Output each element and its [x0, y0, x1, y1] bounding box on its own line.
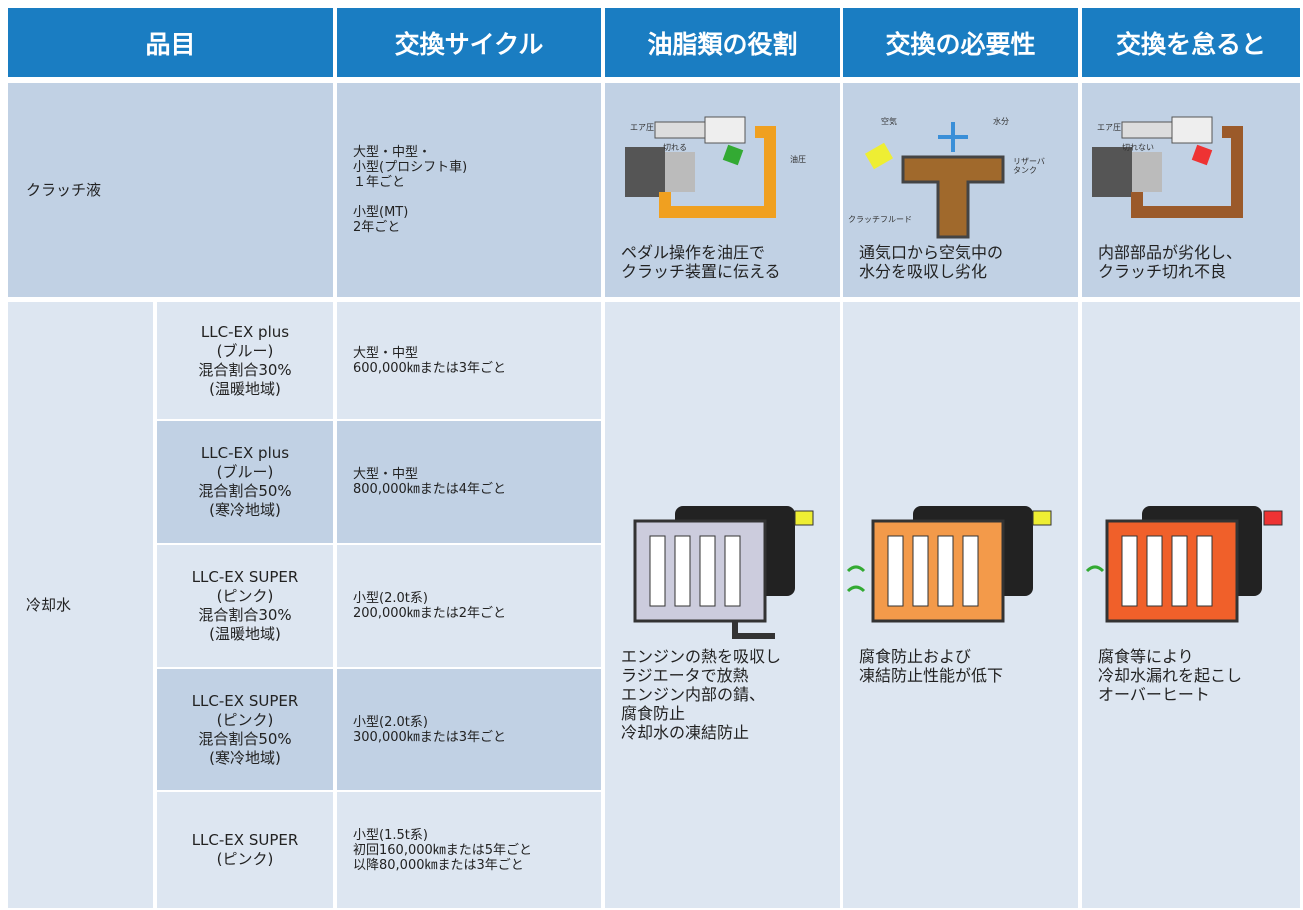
illustration-label: 油圧: [790, 154, 806, 164]
radiator-illustration: [633, 506, 814, 639]
header-cell: 油脂類の役割: [605, 8, 840, 77]
item-cell: 冷却水: [8, 302, 153, 908]
header-cell: 交換サイクル: [337, 8, 601, 77]
need-cell: 腐食防止および 凍結防止性能が低下: [843, 302, 1078, 908]
item: クラッチ液: [26, 180, 102, 199]
cycle-cell-text: 大型・中型 800,000㎞または4年ごと: [353, 467, 507, 497]
illustration-label: クラッチフルード: [848, 215, 912, 224]
header-cell: 交換の必要性: [843, 8, 1078, 77]
illustration-label: 空気: [881, 116, 897, 126]
cycle-cell: 小型(1.5t系) 初回160,000㎞または5年ごと 以降80,000㎞または…: [337, 792, 601, 908]
role-text: ペダル操作を油圧で クラッチ装置に伝える: [621, 243, 781, 281]
illustration-cell: 空気 水分 リザーバタンク クラッチフルード 通気口から空気中の 水分を吸収し劣…: [843, 83, 1078, 297]
cycle-cell-text: 小型(2.0t系) 200,000㎞または2年ごと: [353, 591, 507, 621]
illustration-cell: エア圧 切れない 内部部品が劣化し、 クラッチ切れ不良: [1082, 83, 1300, 297]
cycle-cell: 小型(2.0t系) 200,000㎞または2年ごと: [337, 545, 601, 667]
cycle-cell-text: 大型・中型 600,000㎞または3年ごと: [353, 345, 507, 376]
clutch-worn-illustration: エア圧 切れない: [1092, 116, 1243, 218]
radiator-illustration: [846, 506, 1052, 623]
illustration-label: 切れない: [1122, 143, 1154, 152]
illustration-label: 切れる: [663, 143, 687, 152]
cycle-cell: 大型・中型 600,000㎞または3年ごと: [337, 302, 601, 419]
need-text: 通気口から空気中の 水分を吸収し劣化: [859, 243, 1004, 281]
product-cell: LLC-EX plus (ブルー) 混合割合30% (温暖地域): [157, 302, 333, 419]
product-cell-text: LLC-EX SUPER (ピンク): [191, 831, 299, 868]
product-cell: LLC-EX SUPER (ピンク) 混合割合30% (温暖地域): [157, 545, 333, 667]
product-cell: LLC-EX SUPER (ピンク): [157, 792, 333, 908]
radiator-illustration: [1085, 506, 1283, 623]
cycle-cell: 大型・中型・ 小型(プロシフト車) １年ごと 小型(MT) 2年ごと: [337, 83, 601, 297]
cycle-cell: 小型(2.0t系) 300,000㎞または3年ごと: [337, 669, 601, 790]
product-cell-text: LLC-EX plus (ブルー) 混合割合30% (温暖地域): [198, 322, 292, 398]
product-cell-text: LLC-EX SUPER (ピンク) 混合割合50% (寒冷地域): [191, 691, 299, 767]
item-cell: クラッチ液: [8, 83, 333, 297]
product-cell-text: LLC-EX SUPER (ピンク) 混合割合30% (温暖地域): [191, 568, 299, 643]
illustration-label: エア圧: [630, 123, 654, 132]
product-cell: LLC-EX plus (ブルー) 混合割合50% (寒冷地域): [157, 421, 333, 543]
item: 冷却水: [26, 595, 72, 614]
clutch-illustration: エア圧 切れる 油圧: [625, 116, 806, 218]
header-cell: 交換を怠ると: [1082, 8, 1300, 77]
role-cell: エンジンの熱を吸収し ラジエータで放熱 エンジン内部の錆、 腐食防止 冷却水の凍…: [605, 302, 840, 908]
neglect-text: 腐食等により 冷却水漏れを起こし オーバーヒート: [1098, 647, 1243, 704]
cycle-cell-text: 小型(1.5t系) 初回160,000㎞または5年ごと 以降80,000㎞または…: [353, 827, 533, 873]
illustration-label: 水分: [993, 116, 1009, 126]
illustration-label: エア圧: [1097, 123, 1121, 132]
illustration-label: リザーバタンク: [1013, 157, 1045, 175]
cycle: 大型・中型・ 小型(プロシフト車) １年ごと 小型(MT) 2年ごと: [353, 145, 468, 235]
need-text: 腐食防止および 凍結防止性能が低下: [859, 647, 1004, 685]
neglect-text: 内部部品が劣化し、 クラッチ切れ不良: [1098, 243, 1243, 281]
product-cell: LLC-EX SUPER (ピンク) 混合割合50% (寒冷地域): [157, 669, 333, 790]
cycle-cell: 大型・中型 800,000㎞または4年ごと: [337, 421, 601, 543]
product-cell-text: LLC-EX plus (ブルー) 混合割合50% (寒冷地域): [198, 444, 292, 519]
neglect-cell: 腐食等により 冷却水漏れを起こし オーバーヒート: [1082, 302, 1300, 908]
header-cell: 品目: [8, 8, 333, 77]
cycle-cell-text: 小型(2.0t系) 300,000㎞または3年ごと: [353, 714, 507, 745]
role-text: エンジンの熱を吸収し ラジエータで放熱 エンジン内部の錆、 腐食防止 冷却水の凍…: [621, 647, 782, 742]
illustration-cell: エア圧 切れる 油圧 ペダル操作を油圧で クラッチ装置に伝える: [605, 83, 840, 297]
reservoir-illustration: 空気 水分 リザーバタンク クラッチフルード: [848, 116, 1045, 239]
